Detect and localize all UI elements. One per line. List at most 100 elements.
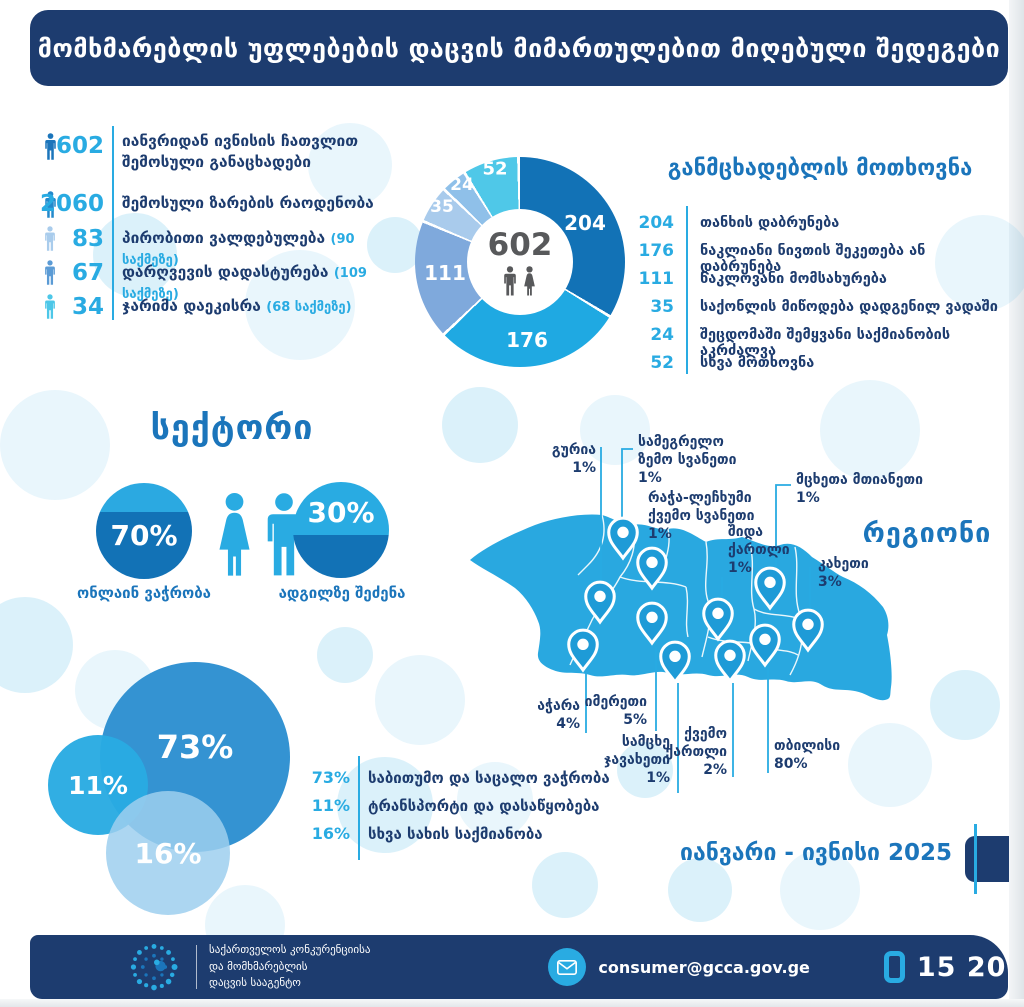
stat-label: შემოსული ზარების რაოდენობა — [122, 194, 374, 212]
online-share-value: 70% — [110, 519, 178, 552]
activity-label: ტრანსპორტი და დასაწყობება — [368, 797, 600, 815]
region-label-adjara: აჭარა 4% — [537, 698, 580, 733]
region-title: რეგიონი — [862, 518, 992, 549]
activity-divider — [358, 756, 360, 860]
stat-label: პირობითი ვალდებულება (90 საქმეზე) — [122, 229, 355, 269]
request-label: შეცდომაში შემყვანი საქმიანობის აკრძალვა — [700, 327, 951, 359]
onsite-share-label: ადგილზე შეძენა — [278, 584, 406, 602]
donut-segment-label: 204 — [564, 211, 606, 235]
requests-donut-chart: 204 176 111 35 24 52 602 — [415, 157, 625, 367]
decor-circle — [820, 380, 920, 480]
footer-bar: საქართველოს კონკურენციისა და მომხმარებლი… — [30, 935, 1008, 999]
donut-segment-label: 35 — [430, 197, 454, 217]
stat-value: 67 — [71, 260, 104, 286]
region-label-kvemo-kartli: ქვემო ქართლი 2% — [665, 726, 727, 779]
stat-value: 83 — [71, 226, 104, 252]
decor-circle — [0, 390, 110, 500]
email-block: consumer@gcca.gov.ge — [548, 948, 810, 986]
region-label-racha: რაჭა-ლეჩხუმი ქვემო სვანეთი 1% — [648, 490, 755, 543]
donut-segment-label: 24 — [450, 175, 474, 195]
region-label-guria: გურია 1% — [551, 442, 596, 477]
decor-circle — [668, 858, 732, 922]
envelope-icon — [557, 959, 578, 975]
period-label: იანვარი - ივნისი 2025 — [680, 840, 952, 866]
decor-circle — [457, 762, 533, 838]
request-value: 204 — [638, 213, 675, 233]
georgia-map: გურია 1% სამეგრელო ზემო სვანეთი 1% რაჭა-ლე… — [450, 425, 970, 815]
page-title: მომხმარებლის უფლებების დაცვის მიმართულებ… — [37, 33, 1001, 63]
stats-divider — [112, 126, 114, 320]
activity-value: 73% — [311, 768, 350, 787]
region-label-mtskheta: მცხეთა მთიანეთი 1% — [796, 472, 924, 507]
request-value: 176 — [638, 241, 675, 261]
bubble-value: 73% — [156, 728, 234, 766]
page-edge-shadow — [1009, 0, 1024, 1007]
hotline-block: 15 20 — [883, 951, 1007, 983]
decor-circle — [935, 215, 1024, 311]
decor-circle — [375, 655, 465, 745]
request-label: თანხის დაბრუნება — [700, 215, 840, 231]
hotline-number: 15 20 — [916, 951, 1007, 983]
online-share-label: ონლაინ ვაჭრობა — [77, 584, 211, 602]
decor-circle — [367, 217, 423, 273]
donut-center: 602 — [467, 209, 573, 315]
label-connectors — [585, 447, 811, 793]
decor-circle — [580, 395, 650, 465]
bubble-value: 11% — [68, 770, 128, 800]
donut-segment-label: 176 — [506, 328, 548, 352]
period-accent-line — [974, 824, 977, 894]
activity-value: 16% — [311, 824, 350, 843]
request-label: ნაკლიანი ნივთის შეკეთება ან დაბრუნება — [700, 243, 926, 275]
stat-label: დარღვევის დადასტურება (109 საქმეზე) — [122, 263, 367, 303]
page-edge-shadow — [0, 999, 1024, 1007]
stat-note: (109 საქმეზე) — [122, 266, 367, 303]
decor-circle — [317, 627, 373, 683]
request-value: 24 — [650, 325, 674, 345]
onsite-share-value: 30% — [307, 496, 375, 529]
header-bar: მომხმარებლის უფლებების დაცვის მიმართულებ… — [30, 10, 1008, 86]
region-label-kakheti: კახეთი 3% — [818, 556, 869, 591]
region-label-tbilisi: თბილისი 80% — [774, 738, 841, 773]
stat-value: 2060 — [40, 191, 105, 217]
donut-segment-label: 52 — [482, 158, 508, 180]
gender-icons — [214, 492, 303, 580]
donut-total: 602 — [487, 227, 553, 263]
decor-circle — [532, 852, 598, 918]
decor-circle — [930, 670, 1000, 740]
woman-icon — [219, 492, 250, 576]
decor-circle — [848, 723, 932, 807]
request-value: 111 — [638, 269, 675, 289]
stat-note: (90 საქმეზე) — [122, 232, 355, 269]
decor-circle — [442, 387, 518, 463]
footer-divider — [196, 945, 197, 989]
request-label: ნაკლოვანი მომსახურება — [700, 271, 887, 287]
people-icons — [503, 266, 537, 297]
georgia-map-svg — [470, 447, 892, 793]
agency-logo — [130, 944, 178, 991]
request-label: სხვა მოთხოვნა — [700, 355, 815, 371]
region-label-samtskhe: სამცხე ჯავახეთი 1% — [603, 734, 670, 787]
request-value: 52 — [650, 353, 674, 373]
man-icon — [504, 266, 516, 296]
email-icon — [548, 948, 587, 986]
stat-value: 34 — [71, 294, 104, 320]
stat-note: (68 საქმეზე) — [266, 300, 352, 315]
stat-value: 602 — [55, 133, 104, 159]
stat-label: იანვრიდან ივნისის ჩათვლით შემოსული განაც… — [122, 132, 359, 172]
online-share-circle: 70% — [96, 483, 192, 579]
activity-label: სხვა სახის საქმიანობა — [368, 825, 543, 843]
region-label-samegrelo: სამეგრელო ზემო სვანეთი 1% — [638, 434, 737, 487]
decor-circle — [308, 123, 392, 207]
activity-label: საბითუმო და საცალო ვაჭრობა — [368, 769, 610, 787]
requests-divider — [686, 206, 688, 374]
decor-circle — [337, 757, 433, 853]
bubble-other: 16% — [106, 791, 230, 915]
requests-title: განმცხადებლის მოთხოვნა — [667, 156, 973, 181]
request-value: 35 — [650, 297, 674, 317]
activity-value: 11% — [311, 796, 350, 815]
agency-name: საქართველოს კონკურენციისა და მომხმარებლი… — [209, 943, 371, 990]
period-tab — [965, 836, 1009, 882]
decor-circle — [617, 742, 673, 798]
map-pin-icon — [659, 640, 691, 684]
